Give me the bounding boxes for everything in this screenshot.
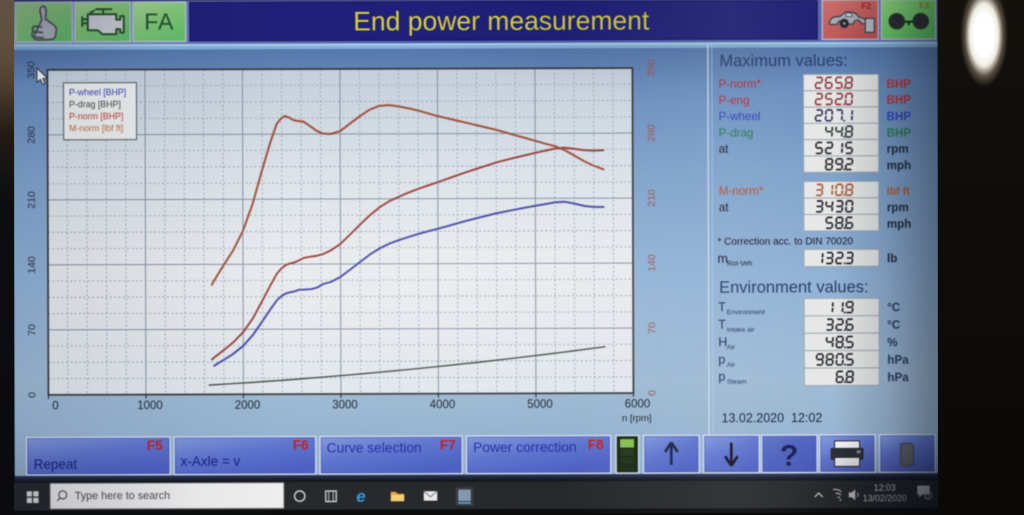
svg-text:°C: °C: [887, 319, 901, 332]
svg-text:M-norm*: M-norm*: [719, 185, 764, 198]
svg-text:280: 280: [26, 126, 38, 144]
svg-text:BHP: BHP: [886, 78, 911, 91]
svg-text:Type here to search: Type here to search: [75, 490, 170, 502]
svg-text:350: 350: [25, 61, 37, 79]
svg-text:13/02/2020: 13/02/2020: [863, 493, 907, 503]
svg-text:1: 1: [926, 493, 930, 500]
svg-text:F2: F2: [861, 1, 871, 11]
svg-text:T: T: [718, 300, 726, 314]
svg-text:End power measurement: End power measurement: [353, 6, 650, 37]
svg-text:5000: 5000: [527, 399, 553, 411]
svg-text:6000: 6000: [625, 399, 651, 411]
svg-text:?: ?: [780, 440, 798, 473]
svg-text:Environment: Environment: [727, 309, 765, 316]
svg-text:x-Axle = v: x-Axle = v: [181, 454, 241, 469]
svg-text:0: 0: [52, 400, 58, 412]
svg-text:1000: 1000: [137, 400, 163, 412]
svg-text:140: 140: [26, 256, 38, 274]
svg-text:13.02.2020 12:02: 13.02.2020 12:02: [721, 411, 822, 425]
svg-text:280: 280: [646, 124, 658, 142]
svg-text:350: 350: [645, 59, 657, 77]
svg-text:140: 140: [646, 254, 658, 272]
svg-text:P-wheel: P-wheel: [719, 110, 761, 123]
svg-text:lb: lb: [887, 252, 897, 265]
svg-text:hPa: hPa: [887, 371, 909, 384]
svg-text:F8: F8: [588, 437, 604, 452]
svg-text:%: %: [887, 336, 897, 349]
svg-text:Power correction: Power correction: [473, 440, 577, 455]
svg-text:Curve selection: Curve selection: [327, 440, 422, 455]
svg-text:rpm: rpm: [887, 143, 909, 156]
svg-text:4000: 4000: [430, 399, 456, 411]
svg-text:P-norm*: P-norm*: [718, 78, 761, 91]
svg-text:P-eng: P-eng: [718, 94, 749, 107]
svg-text:at: at: [719, 201, 729, 214]
svg-text:70: 70: [646, 322, 658, 334]
svg-text:2000: 2000: [235, 400, 261, 412]
svg-text:BHP: BHP: [887, 110, 912, 123]
svg-text:BHP: BHP: [887, 126, 912, 139]
svg-text:mph: mph: [887, 159, 912, 172]
svg-text:210: 210: [646, 189, 658, 207]
svg-text:°C: °C: [887, 301, 901, 314]
svg-text:210: 210: [26, 191, 38, 209]
svg-text:p: p: [718, 353, 725, 367]
svg-text:* Correction acc. to DIN 70020: * Correction acc. to DIN 70020: [717, 236, 853, 247]
svg-text:P-drag [BHP]: P-drag [BHP]: [69, 99, 121, 109]
svg-text:Repeat: Repeat: [34, 457, 78, 472]
svg-text:hPa: hPa: [887, 354, 909, 367]
svg-text:BHP: BHP: [886, 94, 911, 107]
svg-text:12:03: 12:03: [874, 483, 896, 493]
svg-text:Environment values:: Environment values:: [719, 278, 869, 296]
svg-text:Rot-Veh: Rot-Veh: [727, 261, 752, 268]
svg-text:Steam: Steam: [727, 379, 747, 386]
svg-text:0: 0: [646, 390, 658, 396]
svg-text:70: 70: [26, 324, 38, 336]
svg-text:F3: F3: [919, 1, 929, 11]
svg-text:rpm: rpm: [887, 201, 909, 214]
svg-text:mph: mph: [887, 218, 912, 231]
svg-text:at: at: [719, 143, 729, 156]
svg-text:FA: FA: [144, 8, 174, 34]
svg-text:Air: Air: [727, 344, 736, 351]
svg-text:Intake air: Intake air: [727, 327, 756, 334]
svg-text:n [rpm]: n [rpm]: [622, 413, 652, 424]
svg-text:P-drag: P-drag: [719, 127, 754, 140]
svg-text:T: T: [718, 318, 726, 332]
svg-text:Air: Air: [727, 362, 736, 369]
svg-text:F5: F5: [147, 438, 163, 453]
svg-text:3000: 3000: [332, 399, 358, 411]
svg-text:e: e: [356, 487, 366, 506]
svg-text:M-norm [lbf ft]: M-norm [lbf ft]: [69, 123, 123, 133]
svg-text:P-wheel [BHP]: P-wheel [BHP]: [69, 87, 126, 97]
svg-text:lbf ft: lbf ft: [887, 186, 910, 198]
svg-text:F6: F6: [293, 438, 309, 453]
svg-text:P-norm [BHP]: P-norm [BHP]: [69, 111, 123, 121]
svg-text:0: 0: [26, 392, 38, 398]
svg-text:Maximum values:: Maximum values:: [719, 52, 847, 70]
svg-text:p: p: [718, 370, 725, 384]
svg-text:F7: F7: [440, 438, 456, 453]
